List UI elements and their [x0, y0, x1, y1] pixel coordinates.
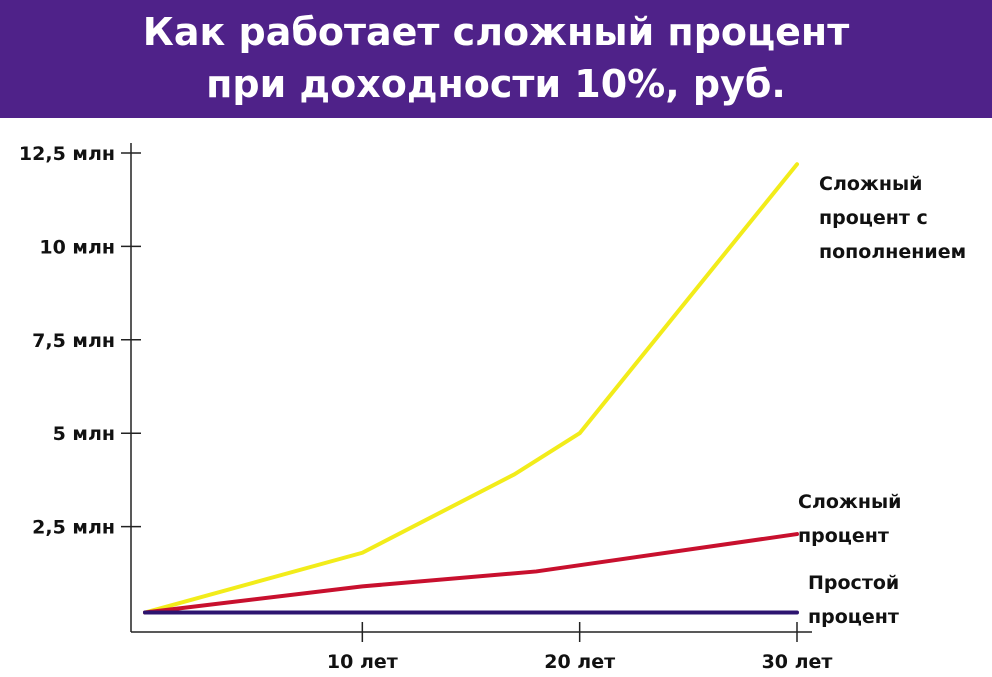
- series-label-line: процент с: [819, 207, 928, 229]
- x-tick-label: 10 лет: [327, 651, 398, 673]
- series-line-2: [143, 532, 799, 615]
- series-label-line: процент: [808, 606, 899, 628]
- y-tick-label: 5 млн: [53, 423, 115, 445]
- chart-title-line-2: при доходности 10%, руб.: [206, 62, 786, 106]
- y-tick-label: 10 млн: [39, 236, 115, 258]
- chart-title-line-1: Как работает сложный процент: [142, 10, 850, 54]
- series-label-line: Сложный: [798, 491, 901, 513]
- x-tick-label: 30 лет: [762, 651, 833, 673]
- y-tick-label: 2,5 млн: [32, 517, 115, 539]
- line-chart: 2,5 млн 5 млн 7,5 млн 10 млн 12,5 млн 10 лет 2…: [19, 143, 966, 673]
- series-label-line: процент: [798, 525, 889, 547]
- y-tick-label: 12,5 млн: [19, 143, 115, 165]
- y-tick-label: 7,5 млн: [32, 330, 115, 352]
- series-line-1: [143, 162, 799, 615]
- chart-title: Как работает сложный процент при доходно…: [0, 0, 992, 118]
- series-label-line: Простой: [808, 572, 899, 594]
- series-label-line: Сложный: [819, 173, 922, 195]
- series-label-line: пополнением: [819, 241, 966, 263]
- x-tick-label: 20 лет: [544, 651, 615, 673]
- series-label-3: Простой процент: [808, 572, 899, 628]
- series-label-2: Сложный процент: [798, 491, 901, 547]
- series-label-1: Сложный процент с пополнением: [819, 173, 966, 263]
